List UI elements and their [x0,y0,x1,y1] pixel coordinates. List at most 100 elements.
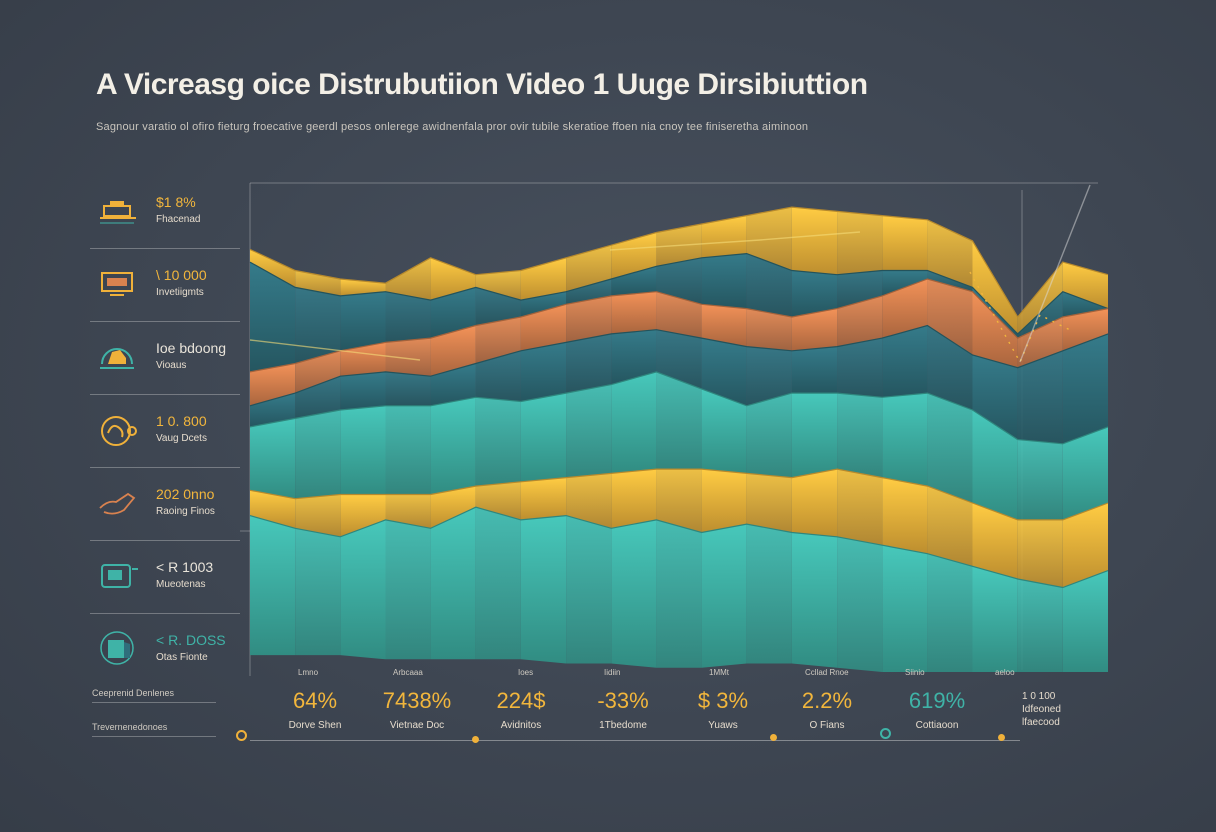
marker-dot [880,728,891,739]
sidebar-item-hand: 202 0nno Raoing Finos [90,468,240,541]
area-segment-series-2 [295,287,341,364]
sidebar-item-bed: $1 8% Fhacenad [90,176,240,249]
stat-label: Dorve Shen [288,720,342,731]
stats-bar: 64% Dorve Shen 7438% Vietnae Doc 224$ Av… [250,676,1020,741]
sidebar-value: 202 0nno [156,486,215,502]
area-segment-series-2 [972,287,1018,339]
area-segment-series-4 [746,346,792,406]
area-segment-series-4 [340,371,386,410]
sidebar-label: Vioaus [156,360,187,371]
area-segment-series-2 [701,253,747,309]
stat-item: 2.2% O Fians [772,688,882,731]
area-segment-series-1 [1017,262,1063,334]
controller-icon [101,416,137,446]
area-segment-series-7 [475,507,521,660]
stat-label: Vietnae Doc [389,720,445,731]
area-segment-series-3 [250,363,296,406]
series-line-4 [249,324,1109,407]
area-segment-series-5 [340,405,386,495]
area-segment-series-5 [1062,426,1108,520]
x-tick-label: 1MMt [709,668,729,677]
area-segment-series-6 [250,490,296,529]
area-segment-series-4 [837,338,883,398]
area-segment-series-1 [295,270,341,296]
sidebar-label: Otas Fionte [156,652,208,663]
area-segment-series-5 [746,393,792,478]
area-segment-series-4 [701,338,747,406]
area-segment-series-7 [701,524,747,668]
stat-label: Avidnitos [500,720,542,731]
area-segment-series-5 [656,371,702,470]
marker-dot [998,734,1005,741]
stat-item: $ 3% Yuaws [668,688,778,731]
series-line-2 [249,252,1109,335]
hand-icon [99,492,136,515]
area-segment-series-2 [475,287,521,326]
stat-item: 7438% Vietnae Doc [362,688,472,731]
area-segment-series-2 [746,253,792,317]
chart-area [240,180,1120,680]
area-segment-series-4 [656,329,702,389]
sidebar: $1 8% Fhacenad \ 10 000 Invetiigmts Ioe … [90,176,240,686]
area-segment-series-1 [927,219,973,288]
area-segment-series-1 [340,279,386,296]
sidebar-label: Invetiigmts [156,287,204,298]
area-segment-series-2 [385,291,431,343]
sidebar-value: < R. DOSS [156,632,226,648]
area-segment-series-5 [882,393,928,487]
sidebar-item-book: < R. DOSS Otas Fionte [90,614,240,686]
sidebar-label: Mueotenas [156,579,206,590]
area-segment-series-5 [250,418,296,499]
area-segment-series-4 [295,376,341,419]
stat-value: -33% [597,688,649,713]
right-note-value: 1 0 100 [1022,691,1056,702]
area-segment-series-6 [837,469,883,546]
area-segment-series-2 [791,270,838,317]
highlight-line [609,231,861,251]
area-segment-series-1 [475,270,521,301]
area-segment-series-1 [882,215,928,271]
area-segment-series-6 [746,473,792,533]
stat-label: O Fians [809,720,845,731]
area-segment-series-4 [882,325,928,398]
area-segment-series-4 [520,342,567,402]
area-segment-series-5 [791,393,838,478]
area-segment-series-1 [791,207,838,275]
series-line-3 [249,278,1109,373]
sidebar-value: Ioe bdoong [156,340,227,356]
area-segment-series-3 [295,350,341,394]
stat-value: $ 3% [697,688,749,713]
area-segment-series-3 [475,317,521,364]
sidebar-value: 1 0. 800 [156,413,207,429]
x-tick-label: aeloo [995,668,1015,677]
area-segment-series-5 [475,397,521,487]
sidebar-value: < R 1003 [156,559,214,575]
area-segment-series-3 [520,304,567,351]
x-tick-label: Arbcaaa [393,668,423,677]
area-segment-series-3 [701,304,747,347]
area-segment-series-6 [791,469,838,537]
chart-title: A Vicreasg oice Distrubutiion Video 1 Uu… [96,68,868,101]
area-segment-series-1 [972,240,1018,334]
area-segment-series-6 [340,494,386,537]
area-segment-series-7 [1062,570,1108,672]
area-segment-series-7 [385,519,431,660]
right-note-label: lfaecood [1022,717,1060,728]
area-segment-series-3 [791,308,838,351]
right-note: 1 0 100 Idfeoned lfaecood [1022,690,1102,729]
area-segment-series-5 [1017,439,1063,520]
area-chart [240,182,1109,676]
area-segment-series-2 [430,287,476,339]
bottom-left-label: Trevernenedonoes [92,722,216,737]
area-segment-series-1 [385,257,431,301]
marker-dot [236,730,247,741]
area-segment-series-2 [882,270,928,296]
stat-item: -33% 1Tbedome [568,688,678,731]
sidebar-label: Vaug Dcets [156,433,207,444]
area-segment-series-2 [340,291,386,351]
series-line-5 [249,371,1109,445]
stat-label: 1Tbedome [599,720,647,731]
stat-item: 64% Dorve Shen [260,688,370,731]
chart-subtitle: Sagnour varatio ol ofiro fieturg froecat… [96,121,809,133]
sidebar-value: $1 8% [156,194,196,210]
